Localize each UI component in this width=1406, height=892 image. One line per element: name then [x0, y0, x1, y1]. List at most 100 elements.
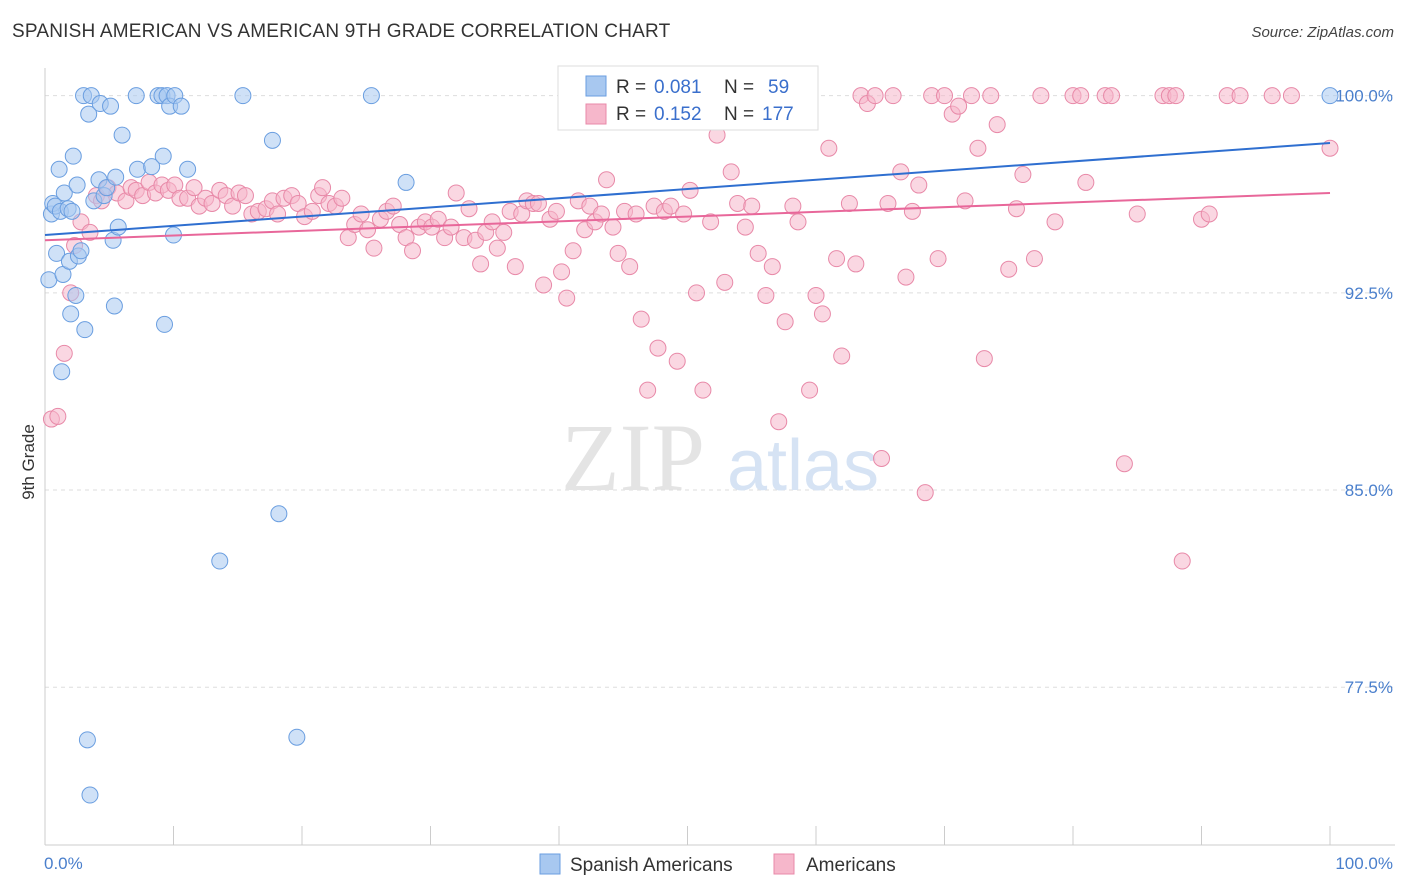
- spanish-americans-point-50: [234, 87, 252, 105]
- americans-point-65: [460, 200, 478, 218]
- spanish-americans-point-37: [127, 87, 145, 105]
- legend-n-value-1: 59: [768, 77, 789, 98]
- spanish-americans-point-49: [211, 552, 229, 570]
- spanish-americans-point-13: [63, 202, 81, 220]
- americans-point-119: [789, 213, 807, 231]
- americans-point-146: [962, 87, 980, 105]
- americans-point-149: [982, 87, 1000, 105]
- americans-point-141: [929, 250, 947, 268]
- americans-point-135: [892, 163, 910, 181]
- spanish-americans-point-42: [156, 315, 174, 333]
- americans-point-144: [950, 97, 968, 115]
- spanish-americans-point-16: [68, 176, 86, 194]
- americans-point-48: [352, 205, 370, 223]
- americans-point-155: [1032, 87, 1050, 105]
- spanish-americans-point-15: [67, 286, 85, 304]
- spanish-americans-point-53: [288, 728, 306, 746]
- americans-point-42: [314, 179, 332, 197]
- americans-point-117: [776, 313, 794, 331]
- americans-point-106: [702, 213, 720, 231]
- americans-point-161: [1103, 87, 1121, 105]
- x-tick-label-left: 0.0%: [44, 854, 83, 873]
- spanish-americans-point-23: [81, 786, 99, 804]
- legend-n-label-2: N =: [724, 104, 754, 125]
- americans-point-2: [55, 344, 73, 362]
- americans-point-78: [535, 276, 553, 294]
- americans-point-81: [553, 263, 571, 281]
- legend-swatch-blue: [585, 75, 607, 97]
- bottom-legend-spanish-americans: Spanish Americans: [570, 855, 733, 876]
- americans-point-70: [488, 239, 506, 257]
- spanish-americans-point-18: [72, 242, 90, 260]
- spanish-americans-point-47: [172, 97, 190, 115]
- americans-point-82: [558, 289, 576, 307]
- americans-point-67: [472, 255, 490, 273]
- americans-point-158: [1072, 87, 1090, 105]
- americans-point-100: [662, 197, 680, 215]
- americans-point-50: [365, 239, 383, 257]
- americans-point-153: [1014, 166, 1032, 184]
- spanish-americans-point-33: [107, 168, 125, 186]
- x-tick-label-right: 100.0%: [1335, 854, 1393, 873]
- series-spanish-americans: [40, 87, 1339, 804]
- americans-point-53: [384, 197, 402, 215]
- spanish-americans-point-30: [102, 97, 120, 115]
- americans-point-109: [722, 163, 740, 181]
- watermark-atlas: atlas: [727, 426, 879, 506]
- spanish-americans-point-5: [50, 160, 68, 178]
- americans-point-49: [359, 221, 377, 239]
- americans-point-116: [770, 413, 788, 431]
- americans-point-96: [639, 381, 657, 399]
- americans-point-108: [716, 273, 734, 291]
- americans-point-118: [784, 197, 802, 215]
- americans-point-134: [884, 87, 902, 105]
- americans-point-148: [975, 350, 993, 368]
- americans-point-167: [1173, 552, 1191, 570]
- spanish-americans-point-54: [362, 87, 380, 105]
- chart-title: SPANISH AMERICAN VS AMERICAN 9TH GRADE C…: [12, 21, 671, 42]
- americans-point-83: [564, 242, 582, 260]
- legend-r-label-1: R =: [616, 77, 646, 98]
- americans-point-166: [1167, 87, 1185, 105]
- bottom-legend-swatch-pink: [773, 853, 795, 875]
- series-legend: Spanish Americans Americans: [539, 853, 896, 876]
- americans-point-56: [404, 242, 422, 260]
- americans-point-169: [1200, 205, 1218, 223]
- americans-point-145: [956, 192, 974, 210]
- americans-point-159: [1077, 173, 1095, 191]
- watermark: ZIP atlas: [561, 404, 879, 511]
- americans-point-113: [749, 244, 767, 262]
- spanish-americans-point-9: [55, 184, 73, 202]
- americans-point-121: [801, 381, 819, 399]
- americans-point-131: [866, 87, 884, 105]
- americans-point-86: [581, 197, 599, 215]
- y-axis-label: 9th Grade: [19, 424, 38, 500]
- americans-point-73: [506, 258, 524, 276]
- spanish-americans-point-12: [62, 305, 80, 323]
- legend-n-label-1: N =: [724, 77, 754, 98]
- americans-point-71: [495, 223, 513, 241]
- americans-point-152: [1007, 200, 1025, 218]
- americans-point-132: [873, 450, 891, 467]
- americans-point-156: [1046, 213, 1064, 231]
- americans-point-93: [621, 258, 639, 276]
- y-tick-labels: 100.0% 92.5% 85.0% 77.5%: [1335, 87, 1393, 698]
- x-tick-labels: 0.0% 100.0%: [44, 854, 1393, 873]
- americans-point-162: [1115, 455, 1133, 473]
- americans-point-60: [429, 210, 447, 228]
- americans-point-110: [729, 194, 747, 212]
- americans-point-138: [910, 176, 928, 194]
- americans-point-173: [1282, 87, 1300, 105]
- americans-point-133: [879, 194, 897, 212]
- spanish-americans-point-21: [78, 731, 96, 749]
- americans-point-101: [668, 352, 686, 370]
- americans-point-137: [903, 202, 921, 220]
- americans-point-163: [1128, 205, 1146, 223]
- americans-point-115: [763, 258, 781, 276]
- americans-point-122: [807, 286, 825, 304]
- legend-r-value-1: 0.081: [654, 77, 702, 98]
- americans-point-114: [757, 286, 775, 304]
- americans-point-123: [813, 305, 831, 323]
- legend-n-value-2: 177: [762, 104, 794, 125]
